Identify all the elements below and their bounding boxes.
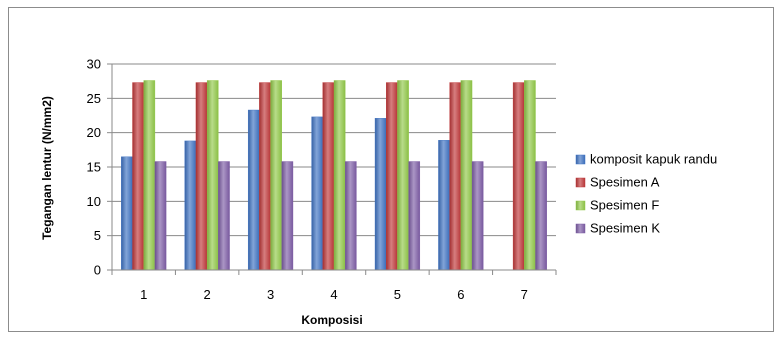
bar-2-cat-4 [322,82,335,271]
bar-2-cat-7 [512,82,525,271]
bar-1-cat-2 [184,140,197,271]
bar-4-cat-3 [281,161,294,271]
x-tick-label: 4 [330,287,337,302]
x-tick-labels: 1 2 3 4 5 6 7 [140,287,528,302]
legend-swatch-4 [575,223,586,234]
bar-series [121,80,547,271]
x-tick-label: 6 [457,287,464,302]
bar-3-cat-6 [460,80,473,271]
bar-1-cat-5 [374,118,387,271]
y-tick-label: 30 [87,57,101,72]
bar-4-cat-7 [535,161,547,271]
x-tick-label: 5 [394,287,401,302]
legend-swatch-1 [575,154,586,165]
x-tick-label: 1 [140,287,147,302]
bar-4-cat-4 [345,161,357,271]
legend-swatch-2 [575,177,586,188]
y-axis-title: Tegangan lentur (N/mm2) [40,96,54,240]
x-tick-label: 2 [204,287,211,302]
bar-4-cat-2 [218,161,230,271]
bar-4-cat-1 [154,161,167,271]
axes [107,63,557,275]
bar-1-cat-4 [311,116,324,271]
legend-label-4: Spesimen K [590,221,660,236]
bar-2-cat-5 [386,82,398,271]
bar-3-cat-5 [397,80,409,271]
legend: komposit kapuk randu Spesimen A Spesimen F… [575,152,717,236]
bar-2-cat-6 [449,82,462,271]
legend-label-1: komposit kapuk randu [590,152,717,167]
bar-3-cat-2 [206,80,219,271]
bar-3-cat-1 [143,80,156,271]
bar-1-cat-6 [438,140,450,271]
y-tick-label: 20 [87,125,101,140]
bar-3-cat-3 [270,80,282,271]
y-tick-label: 10 [87,194,101,209]
bar-4-cat-6 [471,161,484,271]
bar-2-cat-2 [195,82,208,271]
x-tick-label: 7 [521,287,528,302]
bar-3-cat-7 [524,80,536,271]
y-tick-label: 5 [94,228,101,243]
legend-label-2: Spesimen A [590,175,660,190]
bar-1-cat-1 [121,156,133,271]
x-tick-label: 3 [267,287,274,302]
y-tick-labels: 0 5 10 15 20 25 30 [87,57,101,278]
bar-1-cat-3 [247,109,260,271]
x-axis-title: Komposisi [301,313,362,327]
bar-2-cat-1 [132,82,144,271]
legend-label-3: Spesimen F [590,198,659,213]
y-tick-label: 25 [87,91,101,106]
legend-swatch-3 [575,200,586,211]
bar-3-cat-4 [333,80,346,271]
y-tick-label: 0 [94,263,101,278]
bar-4-cat-5 [408,161,421,271]
y-tick-label: 15 [87,160,101,175]
bar-2-cat-3 [259,82,271,271]
